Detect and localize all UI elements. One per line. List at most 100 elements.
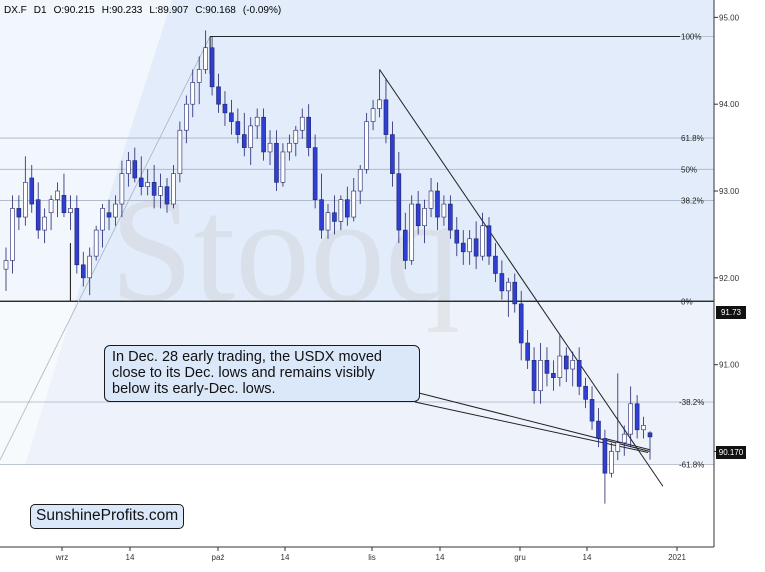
candle-bull <box>325 212 331 231</box>
callout-pointer-line <box>414 391 651 452</box>
x-tick-label: 14 <box>583 553 592 562</box>
close-value: C:90.168 <box>195 5 236 16</box>
candle-bull <box>480 225 485 257</box>
candle-bear <box>473 238 479 257</box>
fib-label: 100% <box>681 32 701 41</box>
candle-bull <box>377 99 382 109</box>
candle-bear <box>454 229 460 244</box>
candle-bear <box>132 160 138 179</box>
candle-bear <box>531 360 537 392</box>
symbol-label: DX.F <box>4 5 27 16</box>
candle-bull <box>177 129 183 174</box>
candle-bear <box>525 342 530 361</box>
candle-bull <box>190 82 196 105</box>
candle-bear <box>499 273 505 292</box>
candle-bull <box>570 360 576 370</box>
candle-bear <box>435 190 440 218</box>
low-value: L:89.907 <box>149 5 189 16</box>
candle-bull <box>299 116 305 131</box>
fib-label: 38.2% <box>681 197 704 206</box>
candle-bear <box>222 103 228 114</box>
x-tick-label: 14 <box>436 553 445 562</box>
candle-bear <box>544 360 550 374</box>
candle-bull <box>615 442 621 452</box>
candle-bull <box>428 190 434 209</box>
candle-bull <box>609 451 614 474</box>
candle-bear <box>274 142 279 183</box>
candle-bull <box>293 129 299 144</box>
candle-bull <box>441 203 447 218</box>
candle-bear <box>563 355 569 370</box>
last-price-tag: 90.170 <box>716 446 746 459</box>
candle-bear <box>460 242 466 253</box>
candle-bull <box>506 281 511 292</box>
brand-label: SunshineProfits.com <box>30 504 185 529</box>
candle-bear <box>151 182 157 196</box>
candle-bull <box>409 203 415 261</box>
candle-bear <box>229 112 234 122</box>
candle-bull <box>10 208 15 261</box>
candle-bear <box>306 116 311 148</box>
callout-pointer-line <box>414 401 649 453</box>
candle-bull <box>48 199 54 214</box>
candle-bull <box>254 116 260 127</box>
candle-bull <box>196 69 202 83</box>
y-tick-label: 91.00 <box>719 361 740 370</box>
candle-bear <box>647 432 653 438</box>
candle-bear <box>106 212 112 218</box>
candle-bull <box>203 47 208 70</box>
candle-bull <box>287 142 292 153</box>
candle-bull <box>113 203 118 218</box>
candle-bull <box>55 190 60 200</box>
fib-label: -61.8% <box>679 461 704 470</box>
candle-bear <box>312 147 318 200</box>
candle-bull <box>42 216 47 231</box>
candle-bear <box>332 212 337 222</box>
candle-bull <box>641 425 646 431</box>
candle-bear <box>634 403 640 431</box>
candle-bear <box>29 177 35 205</box>
candle-bear <box>402 229 408 261</box>
candle-bear <box>209 47 215 88</box>
candle-bull <box>23 182 28 218</box>
candle-bull <box>248 125 254 148</box>
candlestick-series <box>3 30 653 504</box>
timeframe-label: D1 <box>33 5 47 16</box>
candle-bear <box>576 360 582 387</box>
candle-bear <box>216 86 221 105</box>
candle-bear <box>235 121 241 135</box>
candle-bear <box>74 208 80 266</box>
downtrend-line <box>379 69 664 487</box>
fib-label: 61.8% <box>681 134 704 143</box>
candle-bull <box>357 169 363 192</box>
candle-bull <box>628 403 633 435</box>
fib-fan-line <box>0 36 211 461</box>
candle-bull <box>557 355 563 378</box>
x-tick-label: 14 <box>126 553 135 562</box>
candle-bear <box>16 208 22 218</box>
x-tick-label: 14 <box>281 553 290 562</box>
x-tick-labels: wrz 14 paź 14 lis 14 gru 14 2021 <box>55 547 686 562</box>
candle-bull <box>538 360 543 392</box>
candle-bull <box>171 173 176 205</box>
candle-bear <box>35 199 41 231</box>
candle-bear <box>383 99 389 135</box>
y-tick-label: 93.00 <box>719 187 740 196</box>
candle-bull <box>422 208 427 227</box>
candle-bear <box>486 225 492 257</box>
candle-bear <box>448 203 453 231</box>
candle-bear <box>602 438 608 474</box>
candle-bull <box>100 208 105 231</box>
fib-level-lines: 100% 61.8% 50% 38.2% 0% -38.2% -61.8% <box>0 32 714 470</box>
annotation-callout: In Dec. 28 early trading, the USDX moved… <box>104 345 420 402</box>
x-tick-label: paź <box>212 553 225 562</box>
x-tick-label: gru <box>514 553 526 562</box>
candle-bull <box>3 260 9 270</box>
open-value: O:90.215 <box>53 5 95 16</box>
candle-bear <box>261 116 266 153</box>
candle-bear <box>512 281 518 305</box>
support-line <box>604 437 651 451</box>
candle-bull <box>338 199 344 222</box>
